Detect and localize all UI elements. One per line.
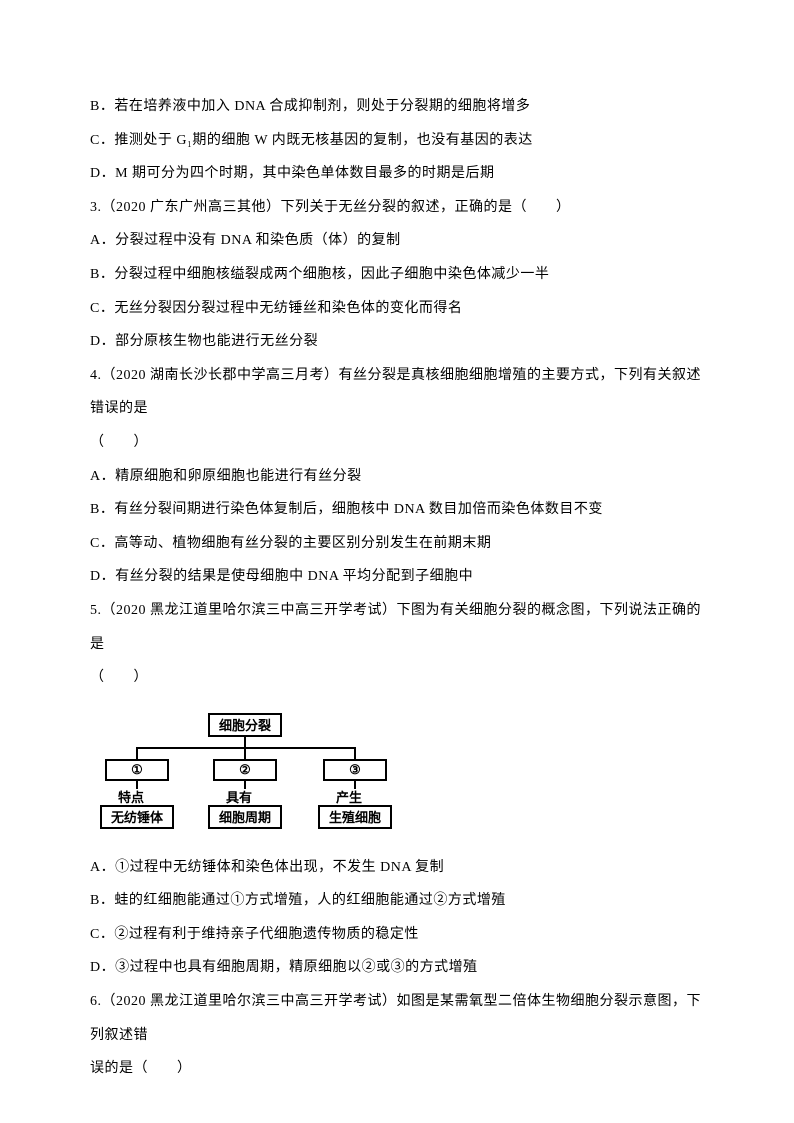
diagram-connector <box>244 747 246 759</box>
question-stem: 5.（2020 黑龙江道里哈尔滨三中高三开学考试）下图为有关细胞分裂的概念图，下… <box>90 594 704 661</box>
option-text: A．①过程中无纺锤体和染色体出现，不发生 DNA 复制 <box>90 851 704 885</box>
diagram-top-box: 细胞分裂 <box>208 713 282 737</box>
question-stem: 6.（2020 黑龙江道里哈尔滨三中高三开学考试）如图是某需氧型二倍体生物细胞分… <box>90 985 704 1052</box>
option-text: B．蛙的红细胞能通过①方式增殖，人的红细胞能通过②方式增殖 <box>90 884 704 918</box>
option-text: D．M 期可分为四个时期，其中染色单体数目最多的时期是后期 <box>90 157 704 191</box>
option-text: B．有丝分裂间期进行染色体复制后，细胞核中 DNA 数目加倍而染色体数目不变 <box>90 493 704 527</box>
diagram-node-1: ① <box>105 759 169 781</box>
diagram-connector <box>354 747 356 759</box>
diagram-bottom-box-2: 细胞周期 <box>208 805 282 829</box>
diagram-label-1: 特点 <box>118 787 144 806</box>
diagram-node-2: ② <box>213 759 277 781</box>
option-text: D．有丝分裂的结果是使母细胞中 DNA 平均分配到子细胞中 <box>90 560 704 594</box>
option-text: A．精原细胞和卵原细胞也能进行有丝分裂 <box>90 460 704 494</box>
diagram-label-2: 具有 <box>226 787 252 806</box>
option-text: B．分裂过程中细胞核缢裂成两个细胞核，因此子细胞中染色体减少一半 <box>90 258 704 292</box>
question-paren: （ ） <box>90 426 704 460</box>
option-text: C．无丝分裂因分裂过程中无纺锤丝和染色体的变化而得名 <box>90 292 704 326</box>
option-text: D．③过程中也具有细胞周期，精原细胞以②或③的方式增殖 <box>90 951 704 985</box>
question-stem-cont: 误的是（ ） <box>90 1052 704 1086</box>
option-text: C．②过程有利于维持亲子代细胞遗传物质的稳定性 <box>90 918 704 952</box>
question-stem: 4.（2020 湖南长沙长郡中学高三月考）有丝分裂是真核细胞细胞增殖的主要方式，… <box>90 359 704 426</box>
option-text: C．推测处于 G₁期的细胞 W 内既无核基因的复制，也没有基因的表达 <box>90 124 704 158</box>
option-text: D．部分原核生物也能进行无丝分裂 <box>90 325 704 359</box>
concept-diagram: 细胞分裂 ① 特点 无纺锤体 ② 具有 细胞周期 ③ 产生 生殖细胞 <box>100 713 390 833</box>
diagram-bottom-box-3: 生殖细胞 <box>318 805 392 829</box>
diagram-label-3: 产生 <box>336 787 362 806</box>
diagram-connector <box>136 747 138 759</box>
question-stem: 3.（2020 广东广州高三其他）下列关于无丝分裂的叙述，正确的是（ ） <box>90 191 704 225</box>
option-text: B．若在培养液中加入 DNA 合成抑制剂，则处于分裂期的细胞将增多 <box>90 90 704 124</box>
option-text: A．分裂过程中没有 DNA 和染色质（体）的复制 <box>90 224 704 258</box>
option-text: C．高等动、植物细胞有丝分裂的主要区别分别发生在前期末期 <box>90 527 704 561</box>
diagram-node-3: ③ <box>323 759 387 781</box>
diagram-bottom-box-1: 无纺锤体 <box>100 805 174 829</box>
diagram-connector <box>136 747 356 749</box>
question-paren: （ ） <box>90 661 704 695</box>
diagram-connector <box>244 737 246 747</box>
